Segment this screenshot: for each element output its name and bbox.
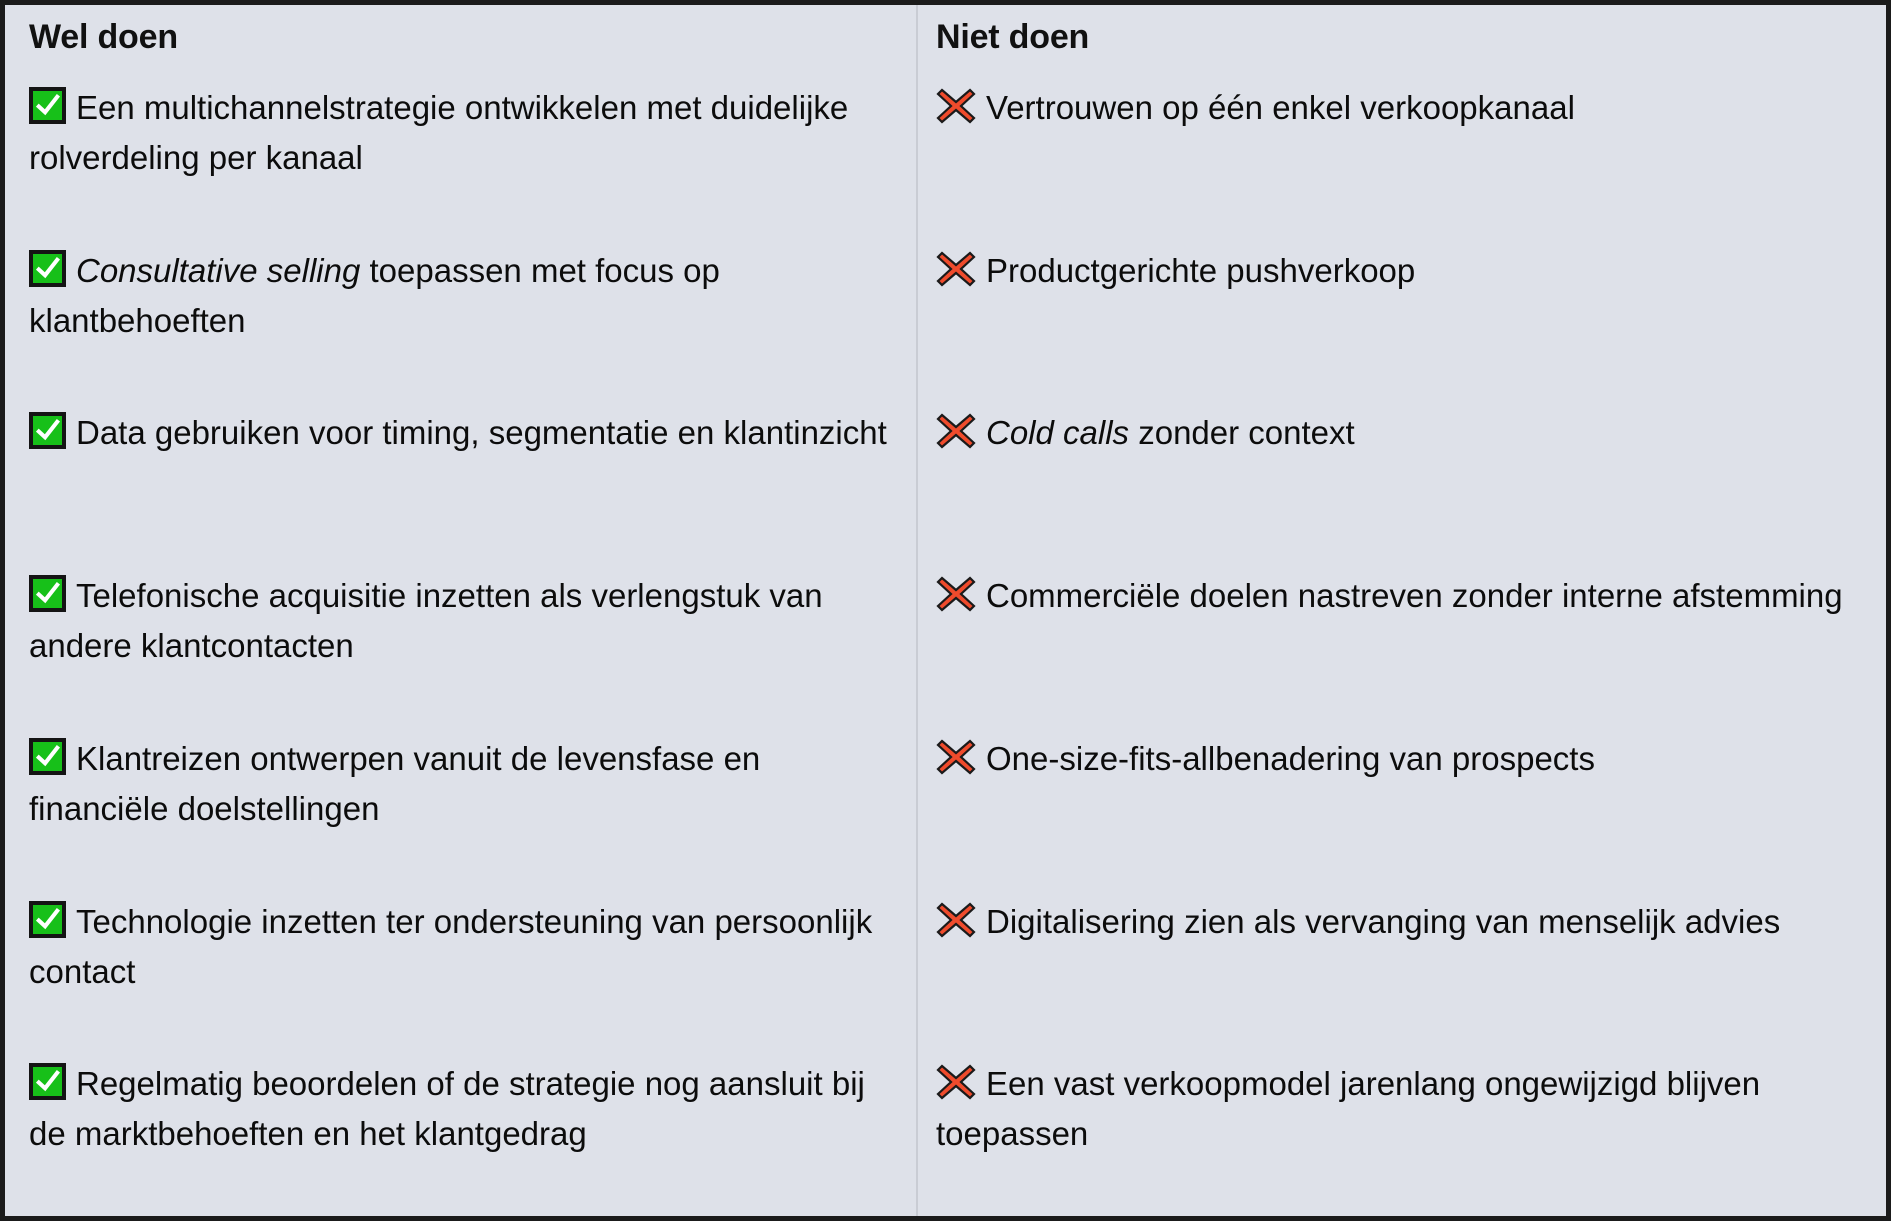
check-box-icon bbox=[29, 900, 66, 938]
check-box-icon bbox=[29, 575, 66, 613]
list-item-label: Productgerichte pushverkoop bbox=[986, 251, 1416, 289]
list-item-label: Technologie inzetten ter ondersteuning v… bbox=[29, 902, 882, 990]
list-item: Data gebruiken voor timing, segmentatie … bbox=[5, 402, 916, 565]
list-item-label: Een vast verkoopmodel jarenlang ongewijz… bbox=[936, 1065, 1770, 1153]
list-item: Telefonische acquisitie inzetten als ver… bbox=[5, 565, 916, 728]
list-item-label: Regelmatig beoordelen of de strategie no… bbox=[29, 1065, 875, 1153]
check-box-icon bbox=[29, 412, 66, 450]
column-wel-doen: Wel doen Een multichannelstrategie ontwi… bbox=[5, 5, 918, 1216]
list-item-label: Een multichannelstrategie ontwikkelen me… bbox=[29, 89, 858, 177]
check-box-icon bbox=[29, 737, 66, 775]
list-item-label: Commerciële doelen nastreven zonder inte… bbox=[986, 577, 1843, 615]
list-item: Consultative selling toepassen met focus… bbox=[5, 240, 916, 403]
list-item-label: Digitalisering zien als vervanging van m… bbox=[986, 902, 1781, 940]
list-item-label: Vertrouwen op één enkel verkoopkanaal bbox=[986, 89, 1575, 126]
list-item: Digitalisering zien als vervanging van m… bbox=[918, 891, 1886, 1054]
list-item-label: Telefonische acquisitie inzetten als ver… bbox=[29, 577, 832, 665]
cross-mark-icon bbox=[936, 737, 976, 777]
list-item: Een vast verkoopmodel jarenlang ongewijz… bbox=[918, 1053, 1886, 1216]
list-item-label: Data gebruiken voor timing, segmentatie … bbox=[76, 414, 887, 452]
list-item: Technologie inzetten ter ondersteuning v… bbox=[5, 891, 916, 1054]
cross-mark-icon bbox=[936, 900, 976, 940]
wel-doen-item-list: Een multichannelstrategie ontwikkelen me… bbox=[5, 77, 916, 1216]
cross-mark-icon bbox=[936, 86, 976, 126]
list-item: Cold calls zonder context bbox=[918, 402, 1886, 565]
niet-doen-item-list: Vertrouwen op één enkel verkoopkanaal Pro… bbox=[918, 77, 1886, 1216]
cross-mark-icon bbox=[936, 411, 976, 451]
cross-mark-icon bbox=[936, 249, 976, 289]
list-item-label: Cold calls zonder context bbox=[986, 414, 1355, 452]
list-item: Regelmatig beoordelen of de strategie no… bbox=[5, 1053, 916, 1216]
list-item-label: Consultative selling toepassen met focus… bbox=[29, 251, 730, 339]
column-header-wel-doen: Wel doen bbox=[29, 18, 178, 56]
cross-mark-icon bbox=[936, 1062, 976, 1102]
check-box-icon bbox=[29, 87, 66, 124]
list-item: Vertrouwen op één enkel verkoopkanaal bbox=[918, 77, 1886, 240]
list-item-label: One-size-fits-allbenadering van prospect… bbox=[986, 739, 1595, 777]
list-item: Klantreizen ontwerpen vanuit de levensfa… bbox=[5, 728, 916, 891]
column-header-niet-doen: Niet doen bbox=[936, 18, 1090, 56]
check-box-icon bbox=[29, 1063, 66, 1101]
column-niet-doen: Niet doen Vertrouwen op één enkel verkoo… bbox=[918, 5, 1886, 1216]
list-item: One-size-fits-allbenadering van prospect… bbox=[918, 728, 1886, 891]
list-item: Productgerichte pushverkoop bbox=[918, 240, 1886, 403]
list-item: Commerciële doelen nastreven zonder inte… bbox=[918, 565, 1886, 728]
cross-mark-icon bbox=[936, 574, 976, 614]
list-item-label: Klantreizen ontwerpen vanuit de levensfa… bbox=[29, 739, 770, 828]
list-item: Een multichannelstrategie ontwikkelen me… bbox=[5, 77, 916, 240]
check-box-icon bbox=[29, 249, 66, 287]
